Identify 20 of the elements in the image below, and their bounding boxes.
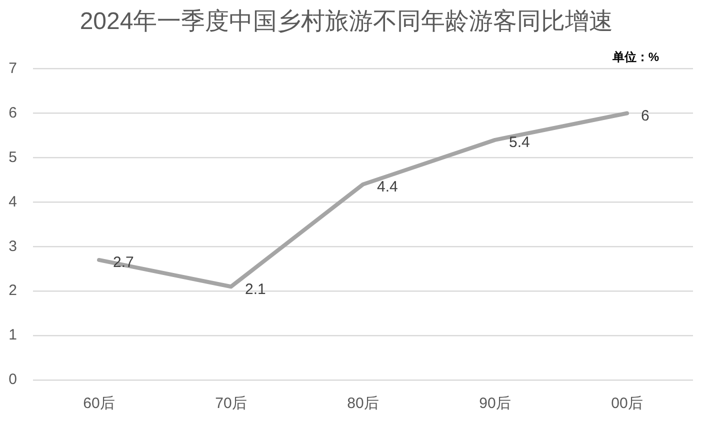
y-tick-label: 6: [8, 104, 17, 122]
y-tick-label: 7: [8, 60, 17, 77]
y-tick-label: 2: [8, 282, 17, 300]
x-tick-label: 00后: [611, 395, 643, 412]
x-tick-label: 70后: [215, 395, 247, 412]
y-tick-label: 5: [8, 148, 17, 166]
x-tick-label: 60后: [83, 395, 115, 412]
y-tick-label: 1: [8, 326, 17, 344]
y-tick-label: 0: [8, 371, 17, 388]
data-label: 2.7: [113, 254, 134, 272]
y-tick-label: 3: [8, 238, 17, 255]
x-tick-label: 80后: [347, 395, 379, 412]
text: 单位：%: [611, 50, 660, 64]
x-tick-label: 90后: [479, 395, 511, 412]
data-label: 5.4: [509, 134, 530, 152]
y-tick-label: 4: [8, 193, 17, 210]
data-label: 6: [641, 107, 650, 124]
data-label: 4.4: [377, 178, 398, 196]
chart-title: 2024年一季度中国乡村旅游不同年龄游客同比增速: [80, 8, 614, 36]
data-label: 2.1: [245, 280, 266, 298]
